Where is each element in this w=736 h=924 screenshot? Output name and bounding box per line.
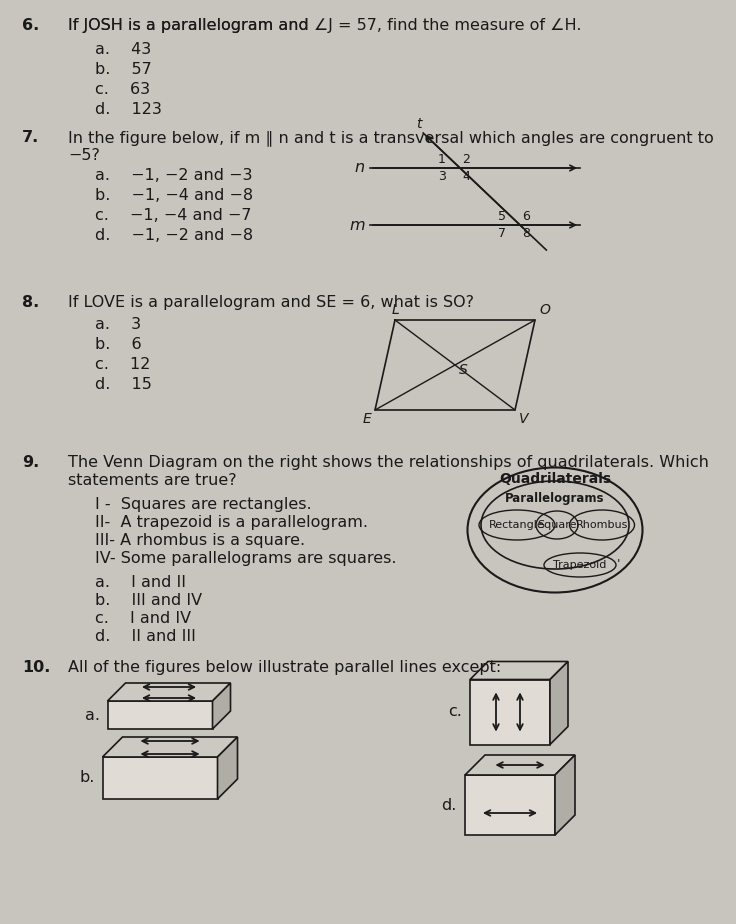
Text: In the figure below, if m ∥ n and t is a transversal which angles are congruent : In the figure below, if m ∥ n and t is a… xyxy=(68,130,714,146)
Text: d.  15: d. 15 xyxy=(95,377,152,392)
Text: a.  43: a. 43 xyxy=(95,42,152,57)
Text: d.  II and III: d. II and III xyxy=(95,629,196,644)
Text: d.: d. xyxy=(442,797,457,812)
Text: −5?: −5? xyxy=(68,148,100,163)
Text: b.  6: b. 6 xyxy=(95,337,141,352)
Text: 2: 2 xyxy=(462,153,470,166)
Text: c.  63: c. 63 xyxy=(95,82,150,97)
Text: All of the figures below illustrate parallel lines except:: All of the figures below illustrate para… xyxy=(68,660,501,675)
Text: III- A rhombus is a square.: III- A rhombus is a square. xyxy=(95,533,305,548)
Text: II-  A trapezoid is a parallelogram.: II- A trapezoid is a parallelogram. xyxy=(95,515,368,530)
Text: Quadrilaterals: Quadrilaterals xyxy=(499,472,611,486)
Polygon shape xyxy=(465,775,555,835)
Text: 3: 3 xyxy=(438,170,446,183)
Text: 8: 8 xyxy=(522,227,530,240)
Text: a.: a. xyxy=(85,708,99,723)
Text: statements are true?: statements are true? xyxy=(68,473,237,488)
Text: V: V xyxy=(519,412,528,426)
Text: If JOSH is a parallelogram and: If JOSH is a parallelogram and xyxy=(68,18,314,33)
Text: n: n xyxy=(355,161,365,176)
Polygon shape xyxy=(213,683,230,729)
Text: 4: 4 xyxy=(462,170,470,183)
Text: 1: 1 xyxy=(438,153,446,166)
Text: c.  −1, −4 and −7: c. −1, −4 and −7 xyxy=(95,208,252,223)
Text: b.  −1, −4 and −8: b. −1, −4 and −8 xyxy=(95,188,253,203)
Polygon shape xyxy=(107,683,230,701)
Text: ': ' xyxy=(617,558,620,572)
Polygon shape xyxy=(470,662,568,679)
Text: 8.: 8. xyxy=(22,295,39,310)
Text: S: S xyxy=(459,363,468,377)
Text: Square: Square xyxy=(537,520,577,530)
Text: 6: 6 xyxy=(522,210,530,223)
Text: The Venn Diagram on the right shows the relationships of quadrilaterals. Which: The Venn Diagram on the right shows the … xyxy=(68,455,709,470)
Text: c.  I and IV: c. I and IV xyxy=(95,611,191,626)
Text: 10.: 10. xyxy=(22,660,50,675)
Text: IV- Some parallelograms are squares.: IV- Some parallelograms are squares. xyxy=(95,551,397,566)
Polygon shape xyxy=(470,679,550,745)
Text: 5: 5 xyxy=(498,210,506,223)
Polygon shape xyxy=(218,737,238,799)
Text: m: m xyxy=(350,217,365,233)
Text: If LOVE is a parallelogram and SE = 6, what is SO?: If LOVE is a parallelogram and SE = 6, w… xyxy=(68,295,474,310)
Text: b.: b. xyxy=(79,771,94,785)
Text: b.  57: b. 57 xyxy=(95,62,152,77)
Text: c.  12: c. 12 xyxy=(95,357,150,372)
Text: Trapezoid: Trapezoid xyxy=(553,560,606,570)
Text: Rectangle: Rectangle xyxy=(489,520,545,530)
Text: b.  III and IV: b. III and IV xyxy=(95,593,202,608)
Text: a.  3: a. 3 xyxy=(95,317,141,332)
Text: O: O xyxy=(539,303,550,317)
Text: If JOSH is a parallelogram and ∠J = 57, find the measure of ∠H.: If JOSH is a parallelogram and ∠J = 57, … xyxy=(68,18,581,33)
Text: c.: c. xyxy=(448,704,462,720)
Text: I -  Squares are rectangles.: I - Squares are rectangles. xyxy=(95,497,311,512)
Polygon shape xyxy=(550,662,568,745)
Text: d.  123: d. 123 xyxy=(95,102,162,117)
Text: 7.: 7. xyxy=(22,130,39,145)
Text: E: E xyxy=(362,412,371,426)
Polygon shape xyxy=(465,755,575,775)
Polygon shape xyxy=(102,737,238,757)
Polygon shape xyxy=(102,757,218,799)
Text: t: t xyxy=(416,117,421,131)
Text: 9.: 9. xyxy=(22,455,39,470)
Text: 6.: 6. xyxy=(22,18,39,33)
Text: d.  −1, −2 and −8: d. −1, −2 and −8 xyxy=(95,228,253,243)
Polygon shape xyxy=(555,755,575,835)
Text: L: L xyxy=(391,303,399,317)
Text: Rhombus: Rhombus xyxy=(576,520,629,530)
Text: 7: 7 xyxy=(498,227,506,240)
Text: a.  I and II: a. I and II xyxy=(95,575,186,590)
Polygon shape xyxy=(107,701,213,729)
Text: a.  −1, −2 and −3: a. −1, −2 and −3 xyxy=(95,168,252,183)
Text: Parallelograms: Parallelograms xyxy=(505,492,605,505)
